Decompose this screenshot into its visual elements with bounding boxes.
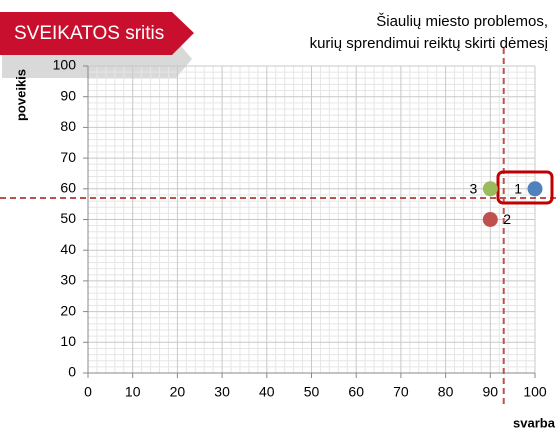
y-tick-label: 70 (60, 149, 76, 165)
y-tick-label: 80 (60, 118, 76, 134)
y-tick-label: 50 (60, 210, 76, 226)
x-axis-label: svarba (513, 415, 556, 430)
x-tick-label: 40 (259, 384, 275, 400)
x-tick-label: 20 (170, 384, 186, 400)
point-label: 1 (514, 181, 522, 197)
y-tick-label: 90 (60, 87, 76, 103)
title-banner (0, 12, 194, 55)
x-tick-label: 10 (125, 384, 141, 400)
point (482, 212, 498, 227)
y-tick-label: 20 (60, 302, 76, 318)
y-tick-label: 0 (68, 364, 76, 380)
marks (0, 48, 557, 405)
chart-title: SVEIKATOS sritis (14, 23, 164, 44)
highlight-box (496, 170, 554, 205)
x-tick-label: 0 (84, 384, 92, 400)
x-tick-label: 90 (483, 384, 499, 400)
y-tick-label: 100 (53, 57, 77, 73)
x-tick-label: 30 (214, 384, 230, 400)
x-tick-label: 60 (348, 384, 364, 400)
y-tick-label: 60 (60, 180, 76, 196)
x-tick-label: 70 (393, 384, 409, 400)
point-label: 2 (503, 211, 511, 227)
annotation: Šiaulių miesto problemos, (376, 13, 548, 30)
point (482, 181, 498, 197)
y-tick-label: 30 (60, 272, 76, 288)
point (527, 181, 543, 197)
y-tick-label: 40 (60, 241, 76, 257)
grid (83, 65, 536, 378)
y-axis-label: poveikis (13, 69, 28, 121)
point-label: 3 (470, 181, 478, 197)
x-tick-label: 80 (438, 384, 454, 400)
x-tick-label: 50 (304, 384, 320, 400)
x-tick-label: 100 (523, 384, 547, 400)
annotation: kurių sprendimui reiktų skirti dėmesį (310, 35, 548, 52)
y-tick-label: 10 (60, 333, 76, 349)
